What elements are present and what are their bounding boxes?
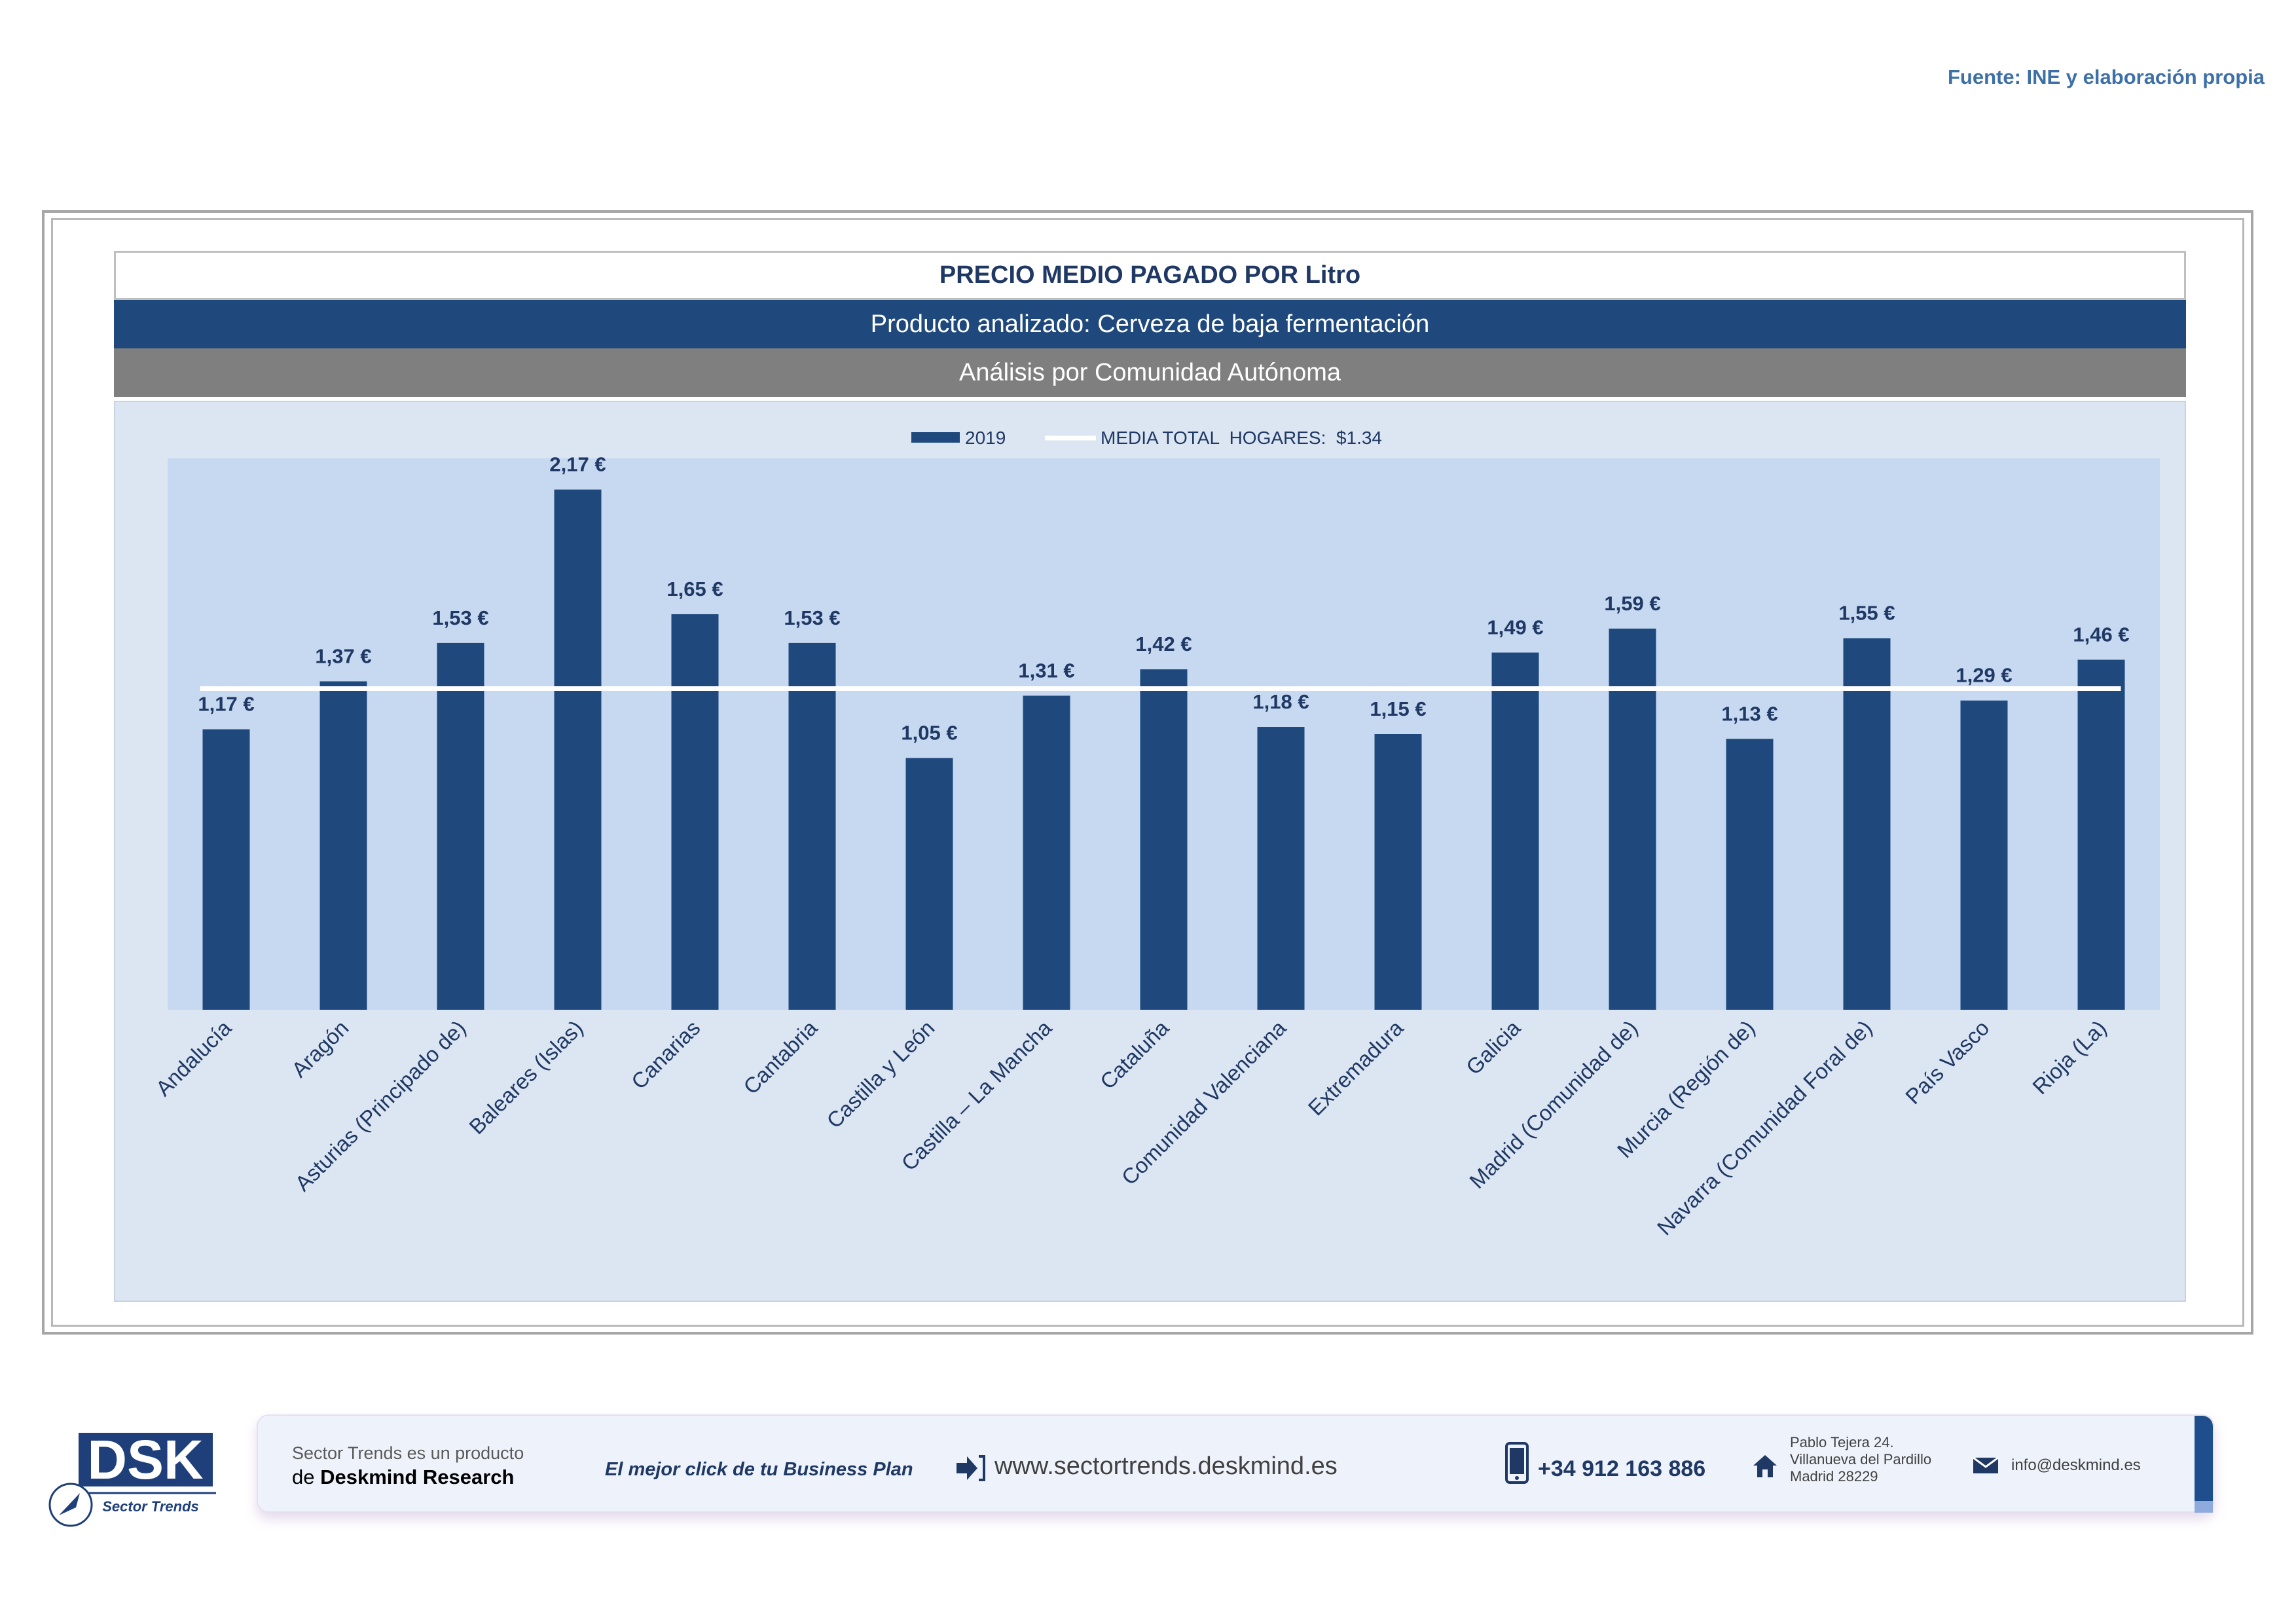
bar-15 [1960,700,2008,1010]
bar-14 [1843,638,1891,1010]
bar-12 [1609,628,1656,1010]
website-link[interactable]: www.sectortrends.deskmind.es [994,1452,1338,1480]
data-label-0: 1,17 € [198,693,254,716]
data-label-16: 1,46 € [2073,623,2129,646]
category-label-5: Cantabria [738,1015,822,1099]
outer-frame [42,210,2253,1335]
chart-area: 2019 MEDIA TOTAL HOGARES: $1.34 1,17 € Anda… [114,401,2186,1302]
bar-3 [554,489,602,1010]
inner-frame [51,218,2244,1327]
bar-0 [202,729,250,1010]
logo-text: DSK [87,1429,203,1490]
source-note: Fuente: INE y elaboración propia [1947,65,2265,88]
phone-number[interactable]: +34 912 163 886 [1538,1456,1706,1481]
address: Pablo Tejera 24. Villanueva del Pardillo… [1790,1434,1931,1485]
data-label-4: 1,65 € [666,578,723,600]
category-label-14: Navarra (Comunidad Foral de) [1652,1016,1877,1240]
category-label-15: País Vasco [1901,1016,1994,1109]
bar-8 [1140,669,1188,1010]
data-label-12: 1,59 € [1604,592,1660,615]
home-icon [1753,1455,1777,1477]
product-line-2-prefix: de [292,1466,321,1488]
legend-label-mean: MEDIA TOTAL HOGARES: $1.34 [1101,428,1382,448]
bar-16 [2077,659,2125,1010]
category-label-0: Andalucía [151,1015,236,1100]
bar-4 [671,614,719,1010]
data-label-1: 1,37 € [315,644,371,667]
data-label-8: 1,42 € [1135,633,1192,655]
data-label-5: 1,53 € [784,606,840,629]
phone-icon [1505,1442,1529,1484]
banner-accent [2195,1416,2213,1501]
product-line-2: de Deskmind Research [292,1466,514,1489]
category-label-16: Rioja (La) [2028,1016,2111,1099]
data-label-13: 1,13 € [1721,702,1777,725]
analysis-subtitle: Análisis por Comunidad Autónoma [114,348,2186,397]
brand-name: Deskmind Research [320,1466,515,1488]
bar-2 [437,642,484,1010]
data-label-3: 2,17 € [549,453,606,476]
data-label-11: 1,49 € [1487,616,1543,639]
category-label-1: Aragón [287,1016,353,1082]
bar-13 [1726,739,1774,1010]
slogan: El mejor click de tu Business Plan [605,1459,913,1480]
category-label-10: Extremadura [1303,1015,1408,1120]
bar-11 [1491,652,1539,1010]
banner-accent-light [2195,1501,2213,1513]
data-label-9: 1,18 € [1252,690,1309,713]
data-label-6: 1,05 € [901,722,957,745]
contact-banner: Sector Trends es un producto de Deskmind… [257,1414,2214,1513]
link-arrow-icon [957,1455,985,1481]
data-label-7: 1,31 € [1018,659,1074,682]
address-line-3: Madrid 28229 [1790,1468,1878,1485]
legend-swatch-2019 [911,432,960,443]
dsk-logo: DSK Sector Trends [48,1429,216,1527]
category-label-8: Cataluña [1095,1015,1174,1094]
data-label-14: 1,55 € [1838,602,1895,625]
logo-subtitle: Sector Trends [102,1498,199,1515]
category-label-3: Baleares (Islas) [464,1016,587,1139]
category-label-11: Galicia [1461,1015,1525,1079]
product-subtitle: Producto analizado: Cerveza de baja ferm… [114,300,2186,348]
rocket-shape [59,1493,80,1515]
email-link[interactable]: info@deskmind.es [2011,1456,2141,1474]
bar-7 [1023,695,1070,1010]
data-label-15: 1,29 € [1956,664,2012,687]
data-label-2: 1,53 € [432,606,488,629]
bar-chart: 2019 MEDIA TOTAL HOGARES: $1.34 1,17 € Anda… [151,428,2160,1240]
bar-6 [905,758,953,1010]
bar-5 [788,642,836,1010]
category-label-6: Castilla y León [822,1016,939,1133]
footer: DSK Sector Trends Sector Trends es un pr… [0,1401,2296,1552]
logo-block [79,1433,213,1486]
bar-9 [1257,727,1305,1010]
address-line-1: Pablo Tejera 24. [1790,1434,1894,1450]
legend-label-2019: 2019 [965,428,1006,448]
product-line-1: Sector Trends es un producto [292,1443,524,1463]
bar-1 [319,681,367,1010]
chart-title: PRECIO MEDIO PAGADO POR Litro [114,251,2186,300]
mail-icon [1973,1456,1999,1473]
address-line-2: Villanueva del Pardillo [1790,1451,1932,1467]
bar-10 [1374,734,1422,1010]
category-label-4: Canarias [627,1016,705,1094]
data-label-10: 1,15 € [1370,697,1426,720]
